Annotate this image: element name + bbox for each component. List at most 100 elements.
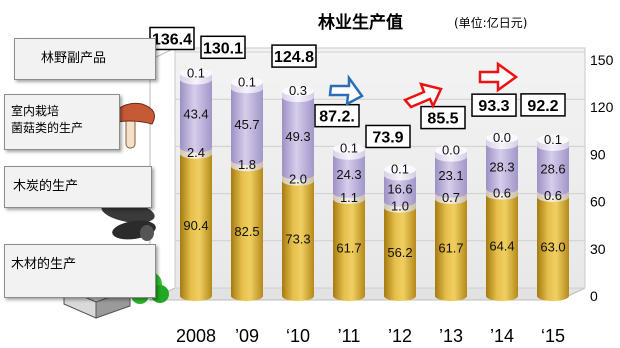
bar-segment-byproducts-top xyxy=(435,145,467,156)
legend-byproducts: 林野副产品 xyxy=(14,38,156,80)
plot-frame xyxy=(149,47,586,301)
data-label-byproducts: 0.3 xyxy=(289,83,307,98)
data-label-byproducts: 0.1 xyxy=(187,65,205,80)
x-tick-label: ’14 xyxy=(490,326,514,346)
bar-segment-mushroom-base xyxy=(180,142,212,153)
up-arrow-icon xyxy=(402,82,443,110)
y-tick-label: 90 xyxy=(590,146,606,162)
data-label-charcoal: 0.6 xyxy=(544,188,562,203)
chart-unit: (单位:亿日元) xyxy=(454,16,528,30)
bar-segment-mushroom-base xyxy=(486,183,518,194)
bar-segment-mushroom xyxy=(282,97,314,175)
y-tick-label: 0 xyxy=(590,288,598,304)
bar-segment-mushroom-base xyxy=(384,196,416,207)
legend-mushroom-label-2: 菌菇类的生产 xyxy=(11,121,84,135)
total-label: 73.9 xyxy=(372,129,403,146)
bar-segment-timber xyxy=(333,198,365,296)
data-label-mushroom: 28.3 xyxy=(489,159,514,174)
x-tick-label: ’12 xyxy=(388,326,412,346)
y-tick-label: 30 xyxy=(590,241,606,257)
bar-segment-mushroom-base xyxy=(333,187,365,198)
legend-charcoal-label: 木炭的生产 xyxy=(13,179,79,194)
y-tick-label: 150 xyxy=(590,52,614,68)
bar-segment-byproducts-top xyxy=(537,134,569,145)
bar-segment-timber-base xyxy=(282,291,314,301)
data-label-charcoal: 1.0 xyxy=(391,199,409,214)
total-label-box xyxy=(365,124,411,149)
data-label-mushroom: 24.3 xyxy=(336,167,361,182)
bar-segment-byproducts-top xyxy=(333,143,365,154)
bar-segment-mushroom xyxy=(486,144,518,189)
bar-segment-timber-base xyxy=(231,291,263,301)
total-label: 130.1 xyxy=(203,40,243,57)
total-label: 124.8 xyxy=(274,49,314,66)
bar-segment-timber-base xyxy=(537,291,569,301)
bar-segment-timber xyxy=(435,198,467,296)
bar-segment-timber-base xyxy=(435,291,467,301)
legend-mushroom-label-1: 室内栽培 xyxy=(11,104,60,118)
total-label-box xyxy=(271,44,317,68)
data-label-charcoal: 0.7 xyxy=(442,190,460,205)
data-label-charcoal: 1.8 xyxy=(238,157,256,172)
x-axis: 2008 ’09 ‘10 ’11 ’12 ’13 ’14 ‘15 xyxy=(176,326,565,346)
legend-byproducts-label: 林野副产品 xyxy=(41,51,107,66)
bar-segment-mushroom xyxy=(231,88,263,161)
bar-segment-mushroom-base xyxy=(282,169,314,180)
bar-segment-timber xyxy=(180,153,212,296)
bar-segment-timber xyxy=(231,166,263,296)
data-label-byproducts: 0.1 xyxy=(391,161,409,176)
x-tick-label: ‘10 xyxy=(286,326,310,346)
data-label-timber: 61.7 xyxy=(438,240,463,255)
data-label-charcoal: 1.1 xyxy=(340,190,358,205)
bar-segment-timber-base xyxy=(333,291,365,301)
legend-charcoal: 木炭的生产 xyxy=(4,166,152,208)
data-label-byproducts: 0.0 xyxy=(493,130,511,145)
y-tick-label: 120 xyxy=(590,99,614,115)
y-axis: 0 30 60 90 120 150 xyxy=(590,52,614,304)
bar-segment-timber xyxy=(282,180,314,296)
bar-segment-mushroom-base xyxy=(231,155,263,166)
down-arrow-icon xyxy=(328,74,364,107)
x-tick-label: ’09 xyxy=(235,326,259,346)
data-label-byproducts: 0.1 xyxy=(544,132,562,147)
bar-segment-mushroom-base xyxy=(435,187,467,198)
bar-segment-byproducts-top xyxy=(384,164,416,175)
total-label: 136.4 xyxy=(152,31,192,48)
data-label-byproducts: 0.1 xyxy=(340,141,358,156)
data-label-charcoal: 0.6 xyxy=(493,186,511,201)
bar-segment-mushroom xyxy=(180,79,212,148)
total-label-box xyxy=(471,93,517,117)
total-label-box xyxy=(200,35,246,60)
right-arrow-icon xyxy=(478,61,519,93)
data-label-mushroom: 43.4 xyxy=(183,107,208,122)
bar-stacks xyxy=(180,68,569,301)
data-label-mushroom: 28.6 xyxy=(540,161,565,176)
total-label-box xyxy=(520,93,566,117)
bar-segment-mushroom xyxy=(333,154,365,193)
data-label-byproducts: 0.0 xyxy=(442,143,460,158)
data-label-timber: 64.4 xyxy=(489,238,514,253)
bar-segment-byproducts-top xyxy=(231,77,263,88)
legend-timber: 木材的生产 xyxy=(4,244,156,298)
data-label-timber: 61.7 xyxy=(336,240,361,255)
total-label: 92.2 xyxy=(527,98,558,115)
data-label-mushroom: 45.7 xyxy=(234,117,259,132)
bar-segment-timber-base xyxy=(486,291,518,301)
data-labels: 90.4 2.4 43.4 0.1 136.4 82.5 1.8 45.7 0.1 130.1 73… xyxy=(149,26,566,260)
data-label-timber: 73.3 xyxy=(285,231,310,246)
bar-segment-byproducts-top xyxy=(486,133,518,144)
data-label-timber: 63.0 xyxy=(540,239,565,254)
y-tick-label: 60 xyxy=(590,194,606,210)
total-label: 85.5 xyxy=(427,111,458,128)
bar-segment-byproducts-top xyxy=(180,68,212,79)
bar-segment-timber-base xyxy=(384,291,416,301)
data-label-mushroom: 23.1 xyxy=(438,168,463,183)
x-tick-label: ‘15 xyxy=(541,326,565,346)
data-label-mushroom: 49.3 xyxy=(285,129,310,144)
x-tick-label: ’11 xyxy=(338,326,361,346)
x-tick-label: 2008 xyxy=(176,326,216,346)
total-label-box xyxy=(420,105,466,130)
trend-arrows xyxy=(328,61,519,110)
bar-segment-timber xyxy=(486,194,518,296)
bar-segment-mushroom xyxy=(537,145,569,191)
